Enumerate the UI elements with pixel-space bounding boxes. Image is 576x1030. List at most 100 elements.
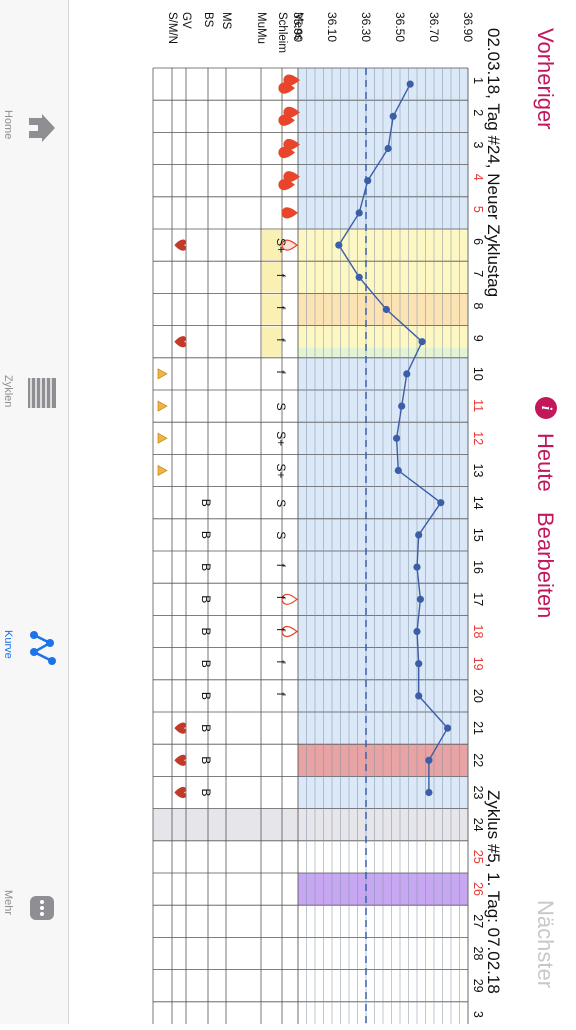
day-number: 4 <box>471 174 485 181</box>
temperature-point[interactable] <box>415 692 423 700</box>
day-number: 26 <box>471 882 485 896</box>
home-icon <box>29 114 55 142</box>
day-number: 16 <box>471 560 485 574</box>
mens-drop-icon <box>281 207 298 219</box>
schleim-value: f <box>274 370 288 374</box>
schleim-value: f <box>274 274 288 278</box>
day-number: 21 <box>471 721 485 735</box>
day-number: 25 <box>471 850 485 864</box>
day-number: 23 <box>471 786 485 800</box>
smn-warning-icon <box>157 464 168 477</box>
day-number: 13 <box>471 464 485 478</box>
temperature-point[interactable] <box>413 627 421 636</box>
temperature-point[interactable] <box>415 660 423 668</box>
info-icon-circle <box>535 397 557 419</box>
temp-tick-label: 36.90 <box>461 12 475 42</box>
temperature-point[interactable] <box>382 305 390 314</box>
temperature-point[interactable] <box>437 499 445 507</box>
day-number: 2 <box>471 109 485 116</box>
schleim-value: f <box>274 628 288 632</box>
schleim-value: S <box>274 531 288 539</box>
row-label: MuMu <box>255 12 267 44</box>
schleim-value: f <box>274 306 288 310</box>
schleim-highlight <box>262 262 281 293</box>
temperature-point[interactable] <box>335 241 343 249</box>
more-icon <box>30 896 54 920</box>
chart-header-left: 02.03.18, Tag #24, Neuer Zyklustag <box>484 28 503 297</box>
temperature-point[interactable] <box>384 144 392 153</box>
mens-drop-icon <box>281 593 298 605</box>
day-number: 10 <box>471 367 485 381</box>
day-number: 7 <box>471 270 485 277</box>
schleim-value: S+ <box>274 431 288 446</box>
schleim-value: S+ <box>274 464 288 479</box>
day-number: 6 <box>471 238 485 245</box>
day-number: 8 <box>471 303 485 310</box>
temperature-point[interactable] <box>394 466 402 475</box>
temperature-point[interactable] <box>398 402 406 410</box>
day-number: 3 <box>471 142 485 149</box>
bs-value: B <box>199 756 213 764</box>
tab-label: Kurve <box>2 630 14 659</box>
temperature-point[interactable] <box>389 112 397 120</box>
temperature-point[interactable] <box>413 563 421 571</box>
gv-heart-icon <box>174 786 186 799</box>
prev-button: Vorheriger <box>533 28 558 130</box>
mens-drop-icon <box>281 625 298 638</box>
info-icon[interactable]: i <box>535 397 557 419</box>
tab-zyklen[interactable]: Zyklen <box>0 355 68 515</box>
tab-home[interactable]: Home <box>0 90 68 250</box>
temperature-point[interactable] <box>393 434 401 442</box>
row-label: S/M/N <box>166 12 178 44</box>
bs-value: B <box>199 789 213 797</box>
mens-drop-icon <box>283 106 300 118</box>
mens-drop-icon <box>278 146 295 159</box>
temperature-point[interactable] <box>406 80 414 88</box>
smn-warning-icon <box>157 368 168 380</box>
day-number: 15 <box>471 528 485 542</box>
tab-label: Home <box>2 110 14 140</box>
tab-kurve[interactable]: Kurve <box>0 610 68 770</box>
schleim-value: f <box>274 564 288 568</box>
schleim-highlight <box>262 294 281 325</box>
tab-bar: Home Zyklen Kurve Mehr <box>0 0 69 1024</box>
temp-tick-label: 36.30 <box>359 12 373 42</box>
mens-drop-icon <box>278 82 295 94</box>
gv-heart-icon <box>174 336 186 348</box>
temperature-point[interactable] <box>444 724 452 732</box>
tab-label: Zyklen <box>2 375 14 408</box>
temperature-point[interactable] <box>416 595 424 603</box>
temperature-point[interactable] <box>415 531 423 539</box>
bs-value: B <box>199 595 213 603</box>
day-number: 29 <box>471 979 485 993</box>
gv-heart-icon <box>174 722 186 734</box>
mens-drop-icon <box>278 114 295 126</box>
temp-tick-label: 35.90 <box>291 12 305 42</box>
temperature-point[interactable] <box>418 338 426 346</box>
schleim-highlight <box>262 326 281 357</box>
day-number: 11 <box>471 399 485 412</box>
bs-value: B <box>199 724 213 732</box>
temperature-point[interactable] <box>403 370 411 378</box>
day-number: 27 <box>471 914 485 928</box>
bs-value: B <box>199 660 213 668</box>
temperature-point[interactable] <box>355 209 363 217</box>
temperature-point[interactable] <box>355 273 363 281</box>
bs-value: B <box>199 563 213 571</box>
info-icon-glyph: i <box>538 406 554 411</box>
mens-drop-icon <box>278 179 295 191</box>
mens-drop-icon <box>283 171 300 183</box>
temperature-point[interactable] <box>425 788 433 797</box>
row-label: BS <box>202 12 214 28</box>
tab-mehr[interactable]: Mehr <box>0 870 68 1030</box>
gv-heart-icon <box>174 754 186 766</box>
temp-tick-label: 36.10 <box>325 12 339 42</box>
day-zone <box>153 808 468 841</box>
temperature-point[interactable] <box>425 756 433 764</box>
day-number: 12 <box>471 431 485 445</box>
temperature-point[interactable] <box>364 177 372 185</box>
day-number: 20 <box>471 689 485 703</box>
schleim-highlight <box>262 230 281 261</box>
